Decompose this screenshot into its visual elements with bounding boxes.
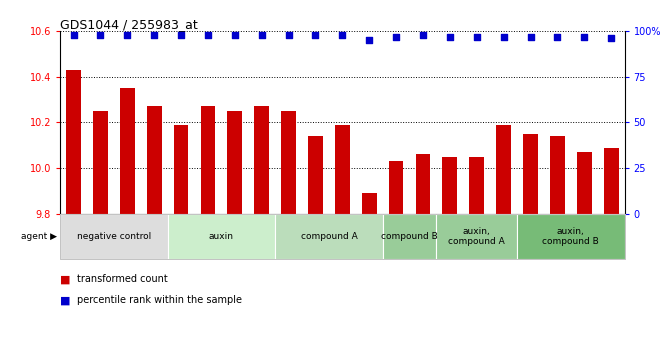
Text: ■: ■: [60, 275, 71, 284]
Bar: [496, 125, 511, 214]
Bar: [308, 136, 323, 214]
Text: GDS1044 / 255983_at: GDS1044 / 255983_at: [60, 18, 198, 31]
Bar: [147, 107, 162, 214]
Bar: [174, 125, 188, 214]
Bar: [281, 111, 296, 214]
Point: [257, 32, 267, 38]
Point: [525, 34, 536, 39]
Bar: [442, 157, 458, 214]
Point: [337, 32, 347, 38]
Text: compound A: compound A: [301, 232, 357, 241]
Bar: [550, 136, 564, 214]
Text: auxin,
compound A: auxin, compound A: [448, 227, 505, 246]
Bar: [470, 157, 484, 214]
Point: [418, 32, 428, 38]
Point: [202, 32, 213, 38]
Point: [122, 32, 133, 38]
Bar: [523, 134, 538, 214]
Bar: [389, 161, 403, 214]
Point: [68, 32, 79, 38]
Bar: [66, 70, 81, 214]
Text: compound B: compound B: [381, 232, 438, 241]
Bar: [93, 111, 108, 214]
Text: transformed count: transformed count: [77, 275, 168, 284]
Point: [283, 32, 294, 38]
Point: [176, 32, 186, 38]
Point: [552, 34, 562, 39]
Text: negative control: negative control: [77, 232, 151, 241]
Bar: [577, 152, 592, 214]
Point: [95, 32, 106, 38]
Text: auxin,
compound B: auxin, compound B: [542, 227, 599, 246]
Bar: [415, 155, 430, 214]
Text: auxin: auxin: [209, 232, 234, 241]
Bar: [120, 88, 135, 214]
Point: [579, 34, 590, 39]
Point: [498, 34, 509, 39]
Point: [391, 34, 401, 39]
Point: [444, 34, 455, 39]
Text: ■: ■: [60, 295, 71, 305]
Point: [149, 32, 160, 38]
Text: percentile rank within the sample: percentile rank within the sample: [77, 295, 242, 305]
Text: agent ▶: agent ▶: [21, 232, 57, 241]
Point: [606, 36, 617, 41]
Point: [230, 32, 240, 38]
Bar: [362, 193, 377, 214]
Bar: [604, 148, 619, 214]
Bar: [255, 107, 269, 214]
Point: [364, 37, 375, 43]
Bar: [227, 111, 242, 214]
Point: [310, 32, 321, 38]
Point: [472, 34, 482, 39]
Bar: [200, 107, 215, 214]
Bar: [335, 125, 350, 214]
